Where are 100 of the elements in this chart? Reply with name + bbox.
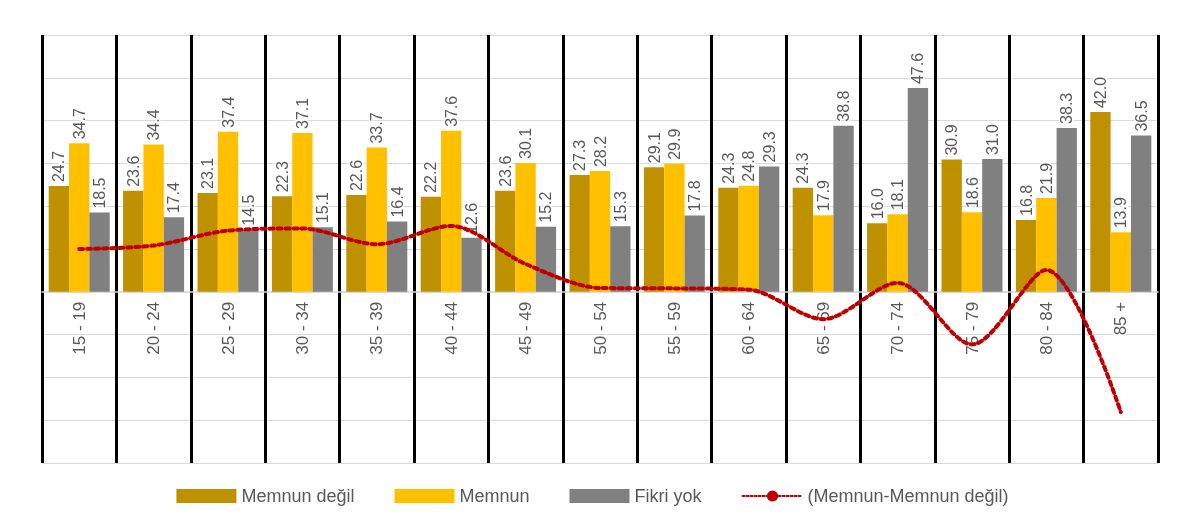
bar xyxy=(292,133,313,292)
bar xyxy=(643,167,665,292)
bar xyxy=(684,215,705,292)
legend-label: Memnun değil xyxy=(241,486,355,506)
bar xyxy=(238,229,259,292)
data-label: 21.9 xyxy=(1037,162,1055,195)
x-tick-label: 55 - 59 xyxy=(664,301,684,355)
bar xyxy=(271,196,293,292)
bar xyxy=(386,221,408,292)
bar xyxy=(1130,135,1152,292)
data-label: 17.9 xyxy=(814,179,832,212)
data-label: 29.9 xyxy=(665,128,683,160)
bar xyxy=(867,223,888,292)
data-label: 29.1 xyxy=(645,132,663,164)
x-tick-label: 45 - 49 xyxy=(516,301,536,355)
data-label: 22.3 xyxy=(273,161,291,193)
data-label: 18.5 xyxy=(91,177,109,209)
bar xyxy=(69,143,90,292)
data-label: 37.4 xyxy=(219,96,237,128)
data-label: 23.6 xyxy=(496,155,514,187)
bar xyxy=(833,125,854,292)
data-label: 15.2 xyxy=(537,191,555,223)
bar xyxy=(718,187,739,292)
data-label: 47.6 xyxy=(909,52,927,85)
data-label: 16.0 xyxy=(868,188,886,220)
bar xyxy=(1090,112,1111,292)
data-label: 14.5 xyxy=(239,194,257,226)
data-label: 16.8 xyxy=(1017,184,1035,216)
data-label: 18.6 xyxy=(963,176,981,209)
data-label: 28.2 xyxy=(591,135,609,168)
legend-label: Fikri yok xyxy=(634,486,703,506)
data-label: 13.9 xyxy=(1112,197,1130,229)
x-tick-label: 85 + xyxy=(1111,301,1131,336)
x-tick-label: 50 - 54 xyxy=(590,301,610,355)
bar xyxy=(535,226,557,292)
bar xyxy=(217,131,239,292)
data-label: 22.2 xyxy=(422,161,440,193)
x-tick-label: 25 - 29 xyxy=(218,301,238,355)
bar xyxy=(1015,219,1037,292)
x-tick-label: 20 - 24 xyxy=(144,301,164,355)
bar xyxy=(89,212,110,292)
bar xyxy=(961,212,983,292)
bar xyxy=(312,227,333,292)
data-label: 15.1 xyxy=(314,191,332,224)
bar xyxy=(123,190,144,292)
data-label: 16.4 xyxy=(388,186,406,218)
data-label: 37.1 xyxy=(293,97,311,130)
bar xyxy=(887,214,908,292)
data-label: 17.8 xyxy=(686,180,704,212)
data-label: 18.1 xyxy=(889,179,907,211)
bar xyxy=(610,226,631,292)
bar xyxy=(461,237,482,292)
bar xyxy=(366,147,387,292)
x-tick-label: 70 - 74 xyxy=(888,301,908,355)
x-tick-label: 35 - 39 xyxy=(367,301,387,355)
data-label: 23.6 xyxy=(124,155,142,187)
x-tick-label: 80 - 84 xyxy=(1036,301,1056,355)
bar xyxy=(1056,127,1077,292)
x-tick-label: 15 - 19 xyxy=(69,301,89,355)
legend-label: Memnun xyxy=(459,486,530,506)
bar xyxy=(982,159,1003,292)
data-label: 24.7 xyxy=(50,150,68,183)
bar xyxy=(813,215,834,292)
bar xyxy=(197,192,218,292)
bar xyxy=(907,88,929,292)
bar xyxy=(569,174,590,292)
bar xyxy=(1036,198,1057,292)
bar xyxy=(48,186,70,292)
data-label: 24.8 xyxy=(740,150,758,182)
data-label: 22.6 xyxy=(347,159,365,192)
bar xyxy=(346,195,367,292)
x-tick-label: 60 - 64 xyxy=(739,301,759,355)
data-label: 38.3 xyxy=(1058,92,1076,124)
bar xyxy=(441,130,462,292)
x-tick-label: 40 - 44 xyxy=(441,301,461,355)
data-label: 17.4 xyxy=(165,182,183,214)
x-tick-label: 30 - 34 xyxy=(292,301,312,355)
bar xyxy=(515,162,536,292)
bar xyxy=(143,144,164,292)
data-label: 42.0 xyxy=(1091,76,1109,109)
data-label: 24.3 xyxy=(719,152,737,184)
data-label: 30.1 xyxy=(517,127,535,159)
bar xyxy=(758,166,780,292)
data-label: 23.1 xyxy=(199,157,217,189)
legend-label: (Memnun-Memnun değil) xyxy=(807,486,1009,506)
data-label: 24.3 xyxy=(794,152,812,184)
bar xyxy=(792,187,814,292)
data-label: 29.3 xyxy=(760,131,778,163)
data-label: 15.3 xyxy=(611,191,629,223)
bar xyxy=(420,196,442,292)
bar xyxy=(738,185,759,292)
bar xyxy=(941,159,962,292)
data-label: 37.6 xyxy=(442,95,460,127)
bar xyxy=(664,163,685,292)
data-label: 36.5 xyxy=(1132,100,1150,132)
data-label: 33.7 xyxy=(368,112,386,144)
bar xyxy=(495,190,516,292)
bar xyxy=(163,217,185,292)
data-label: 38.8 xyxy=(835,90,853,122)
data-label: 34.7 xyxy=(70,108,88,140)
